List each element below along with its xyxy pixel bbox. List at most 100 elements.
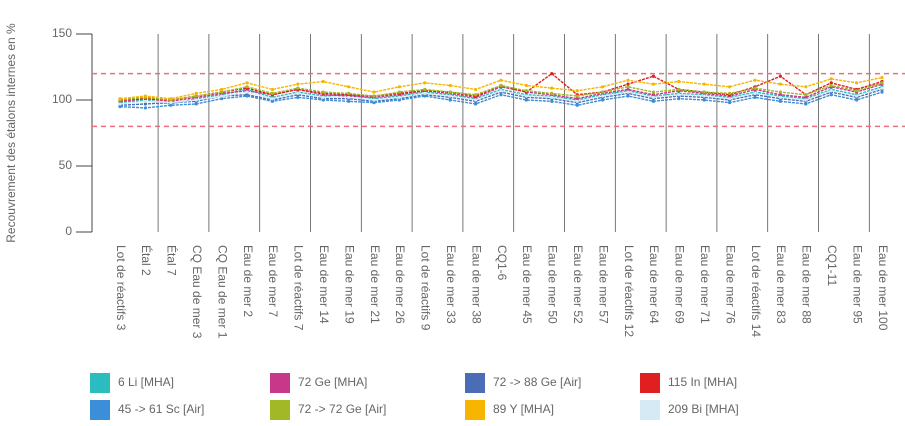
y-tick-label: 50	[59, 158, 73, 172]
point	[575, 89, 579, 93]
point	[728, 91, 732, 95]
legend-swatch	[640, 400, 660, 420]
point	[728, 85, 732, 89]
legend-label: 72 -> 72 Ge [Air]	[298, 402, 386, 416]
point	[753, 78, 757, 82]
point	[677, 87, 681, 92]
point	[601, 94, 605, 98]
legend-swatch	[465, 400, 485, 420]
point	[550, 95, 554, 99]
point	[753, 86, 757, 90]
x-tick-label: Eau de mer 76	[723, 245, 737, 324]
legend-swatch	[270, 400, 290, 420]
x-tick-label: Eau de mer 52	[571, 245, 585, 324]
point	[804, 85, 808, 89]
point	[829, 89, 833, 93]
point	[778, 90, 783, 94]
point	[575, 103, 579, 107]
point	[474, 102, 478, 106]
point	[778, 82, 783, 86]
point	[397, 98, 401, 102]
x-tick-label: Eau de mer 95	[850, 245, 864, 324]
x-tick-label: Eau de mer 38	[469, 245, 483, 324]
point	[194, 94, 198, 98]
x-tick-label: Eau de mer 83	[774, 245, 788, 324]
legend-label: 89 Y [MHA]	[493, 402, 554, 416]
point	[245, 85, 249, 89]
point	[601, 85, 605, 89]
x-tick-label: Eau de mer 14	[317, 245, 331, 324]
point	[118, 97, 122, 101]
point	[829, 83, 833, 88]
point	[829, 81, 833, 85]
x-tick-label: Lot de réactifs 12	[622, 245, 636, 337]
point	[778, 99, 783, 103]
point	[550, 99, 554, 103]
point	[499, 78, 503, 82]
point	[169, 103, 173, 107]
x-tick-label: CQ Eau de mer 3	[190, 245, 204, 339]
point	[245, 81, 249, 85]
point	[626, 90, 630, 94]
point	[550, 72, 554, 76]
x-tick-label: Eau de mer 19	[342, 245, 356, 324]
x-tick-label: CQ Eau de mer 1	[215, 245, 229, 339]
x-tick-label: Eau de mer 57	[596, 245, 610, 324]
point	[702, 90, 706, 94]
point	[677, 97, 681, 101]
point	[575, 94, 579, 98]
point	[702, 94, 706, 98]
point	[423, 91, 427, 95]
legend-label: 72 Ge [MHA]	[298, 375, 367, 389]
point	[194, 98, 198, 102]
legend-label: 6 Li [MHA]	[118, 375, 174, 389]
point	[397, 85, 401, 89]
y-tick-label: 0	[65, 224, 72, 238]
y-tick-label: 100	[52, 92, 72, 106]
point	[728, 97, 732, 101]
x-tick-label: Eau de mer 64	[647, 245, 661, 324]
point	[270, 87, 274, 92]
x-tick-label: Eau de mer 69	[673, 245, 687, 324]
point	[347, 95, 351, 99]
point	[804, 93, 808, 97]
point	[245, 94, 249, 98]
point	[524, 98, 529, 102]
point	[448, 94, 452, 98]
legend-label: 72 -> 88 Ge [Air]	[493, 375, 581, 389]
point	[321, 90, 325, 94]
legend-swatch	[465, 373, 485, 393]
point	[474, 93, 478, 97]
point	[499, 93, 503, 97]
point	[296, 82, 300, 86]
point	[499, 89, 503, 93]
point	[143, 106, 147, 110]
point	[626, 85, 630, 89]
x-tick-label: Eau de mer 100	[876, 245, 890, 331]
point	[626, 82, 630, 86]
point	[829, 77, 833, 81]
point	[829, 93, 833, 97]
x-tick-label: Lot de réactifs 7	[292, 245, 306, 331]
point	[448, 83, 452, 88]
point	[575, 99, 579, 103]
point	[169, 97, 173, 101]
point	[118, 102, 122, 106]
x-tick-label: Eau de mer 71	[698, 245, 712, 324]
point	[372, 90, 376, 94]
point	[397, 95, 401, 99]
point	[778, 95, 783, 99]
point	[372, 98, 376, 102]
point	[474, 87, 478, 92]
point	[372, 101, 376, 105]
point	[499, 83, 503, 88]
point	[778, 93, 783, 97]
x-tick-label: Eau de mer 45	[520, 245, 534, 324]
point	[550, 86, 554, 90]
point	[448, 90, 452, 94]
point	[804, 102, 808, 106]
x-tick-label: CQ1-6	[495, 245, 509, 281]
point	[651, 74, 656, 78]
point	[321, 98, 325, 102]
